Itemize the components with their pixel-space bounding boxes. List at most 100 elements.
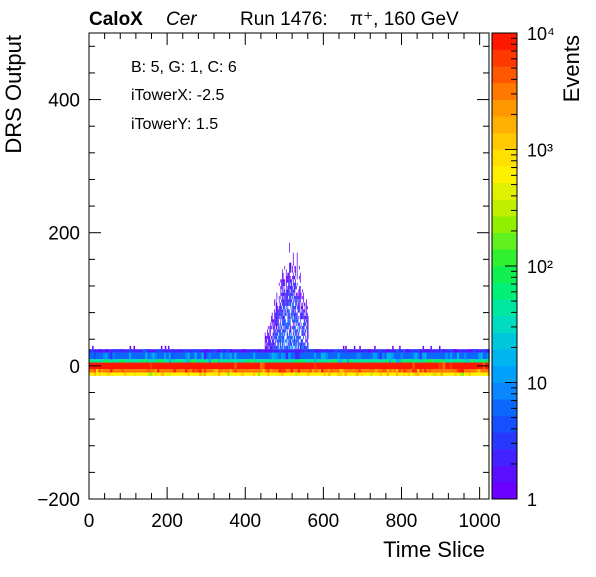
y-axis-title: DRS Output — [1, 35, 26, 154]
pulse-cell — [278, 339, 279, 343]
pulse-cell — [289, 295, 290, 300]
band-3-cell — [349, 359, 352, 363]
pulse-cell — [289, 319, 291, 323]
band-2-cell — [149, 372, 153, 376]
pulse-cell — [291, 292, 293, 296]
band-0-cell — [175, 362, 179, 370]
band-0-cell — [407, 362, 411, 370]
band-2-cell — [407, 372, 411, 376]
pulse-cell — [276, 305, 278, 310]
band-3-cell — [449, 359, 453, 363]
pulse-cell — [274, 332, 275, 336]
pulse-cell — [296, 302, 297, 306]
pulse-cell — [278, 305, 280, 310]
band-4-cell — [201, 352, 204, 360]
pulse-cell — [296, 312, 298, 316]
band-0-cell — [304, 362, 307, 370]
pulse-cell — [299, 309, 300, 313]
color-scale-segment — [492, 199, 517, 217]
pulse-cell — [275, 299, 277, 303]
pulse-cell — [284, 292, 286, 296]
pulse-cell — [297, 342, 299, 346]
band-0-cell — [290, 362, 293, 370]
header-beam: π⁺, 160 GeV — [350, 9, 459, 30]
pulse-cell — [278, 282, 280, 286]
band-3-cell — [339, 359, 343, 363]
pulse-cell — [304, 342, 306, 346]
band-4-cell — [110, 352, 113, 360]
pulse-cell — [281, 335, 282, 340]
pulse-cell — [274, 299, 275, 303]
pulse-cell — [277, 329, 279, 333]
band-5-cell — [227, 349, 230, 353]
pulse-cell — [278, 295, 280, 300]
band-0-cell — [400, 362, 404, 370]
pulse-cell — [275, 325, 277, 330]
band-1-cell — [403, 369, 406, 373]
band-2-cell — [396, 372, 399, 376]
pulse-cell — [301, 339, 303, 343]
pulse-cell — [299, 335, 301, 340]
pulse-cell — [276, 335, 278, 340]
pulse-cell — [266, 342, 268, 346]
pulse-cell — [299, 329, 300, 333]
band-3-cell — [456, 359, 460, 363]
band-2-cell — [386, 372, 389, 376]
pulse-cell — [281, 309, 283, 313]
pulse-cell — [300, 345, 302, 350]
pulse-cell — [296, 252, 298, 257]
pulse-cell — [292, 275, 294, 280]
pulse-cell — [299, 295, 301, 300]
band-2-cell — [133, 372, 136, 376]
band-4-cell — [271, 352, 275, 360]
color-scale-segment — [492, 266, 517, 283]
pulse-cell — [278, 325, 280, 330]
band-5-cell — [156, 349, 160, 353]
pulse-cell — [303, 322, 304, 326]
pulse-cell — [289, 329, 290, 333]
pulse-cell — [295, 266, 297, 270]
pulse-cell — [281, 332, 283, 336]
pulse-cell — [274, 332, 276, 336]
pulse-cell — [303, 335, 304, 340]
pulse-cell — [296, 335, 298, 340]
pulse-cell — [272, 345, 274, 350]
band-4-cell — [337, 352, 340, 360]
pulse-cell — [289, 262, 290, 266]
band-4-cell — [274, 352, 277, 360]
band-4-cell — [328, 352, 331, 360]
pulse-cell — [284, 302, 286, 306]
band-3-cell — [208, 359, 211, 363]
pulse-cell — [296, 312, 297, 316]
pulse-cell — [271, 315, 272, 320]
band-1-cell — [281, 369, 284, 373]
pulse-cell — [274, 302, 275, 306]
pulse-cell — [292, 325, 293, 330]
pulse-cell — [300, 302, 302, 306]
band-3-cell — [185, 359, 188, 363]
band-4-cell — [229, 352, 232, 360]
band-0-cell — [372, 362, 375, 370]
band-2-cell — [276, 372, 279, 376]
band-1-cell — [192, 369, 195, 373]
pulse-cell — [292, 256, 294, 260]
pulse-cell — [295, 299, 297, 303]
header-brand: CaloX — [89, 9, 143, 30]
band-5-cell — [217, 349, 221, 353]
color-scale-segment — [492, 482, 517, 500]
pulse-cell — [284, 289, 286, 293]
pulse-cell — [282, 325, 284, 330]
band-0-cell — [187, 362, 190, 370]
pulse-cell — [302, 312, 304, 316]
band-2-cell — [325, 372, 329, 376]
pulse-cell — [289, 319, 290, 323]
pulse-cell — [303, 329, 304, 333]
outlier-cell — [374, 345, 376, 350]
pulse-cell — [303, 315, 305, 320]
pulse-cell — [274, 329, 276, 333]
pulse-cell — [303, 345, 305, 350]
pulse-cell — [285, 312, 287, 316]
pulse-cell — [282, 279, 284, 283]
x-tick-label: 1000 — [458, 511, 500, 532]
pulse-cell — [285, 325, 286, 330]
